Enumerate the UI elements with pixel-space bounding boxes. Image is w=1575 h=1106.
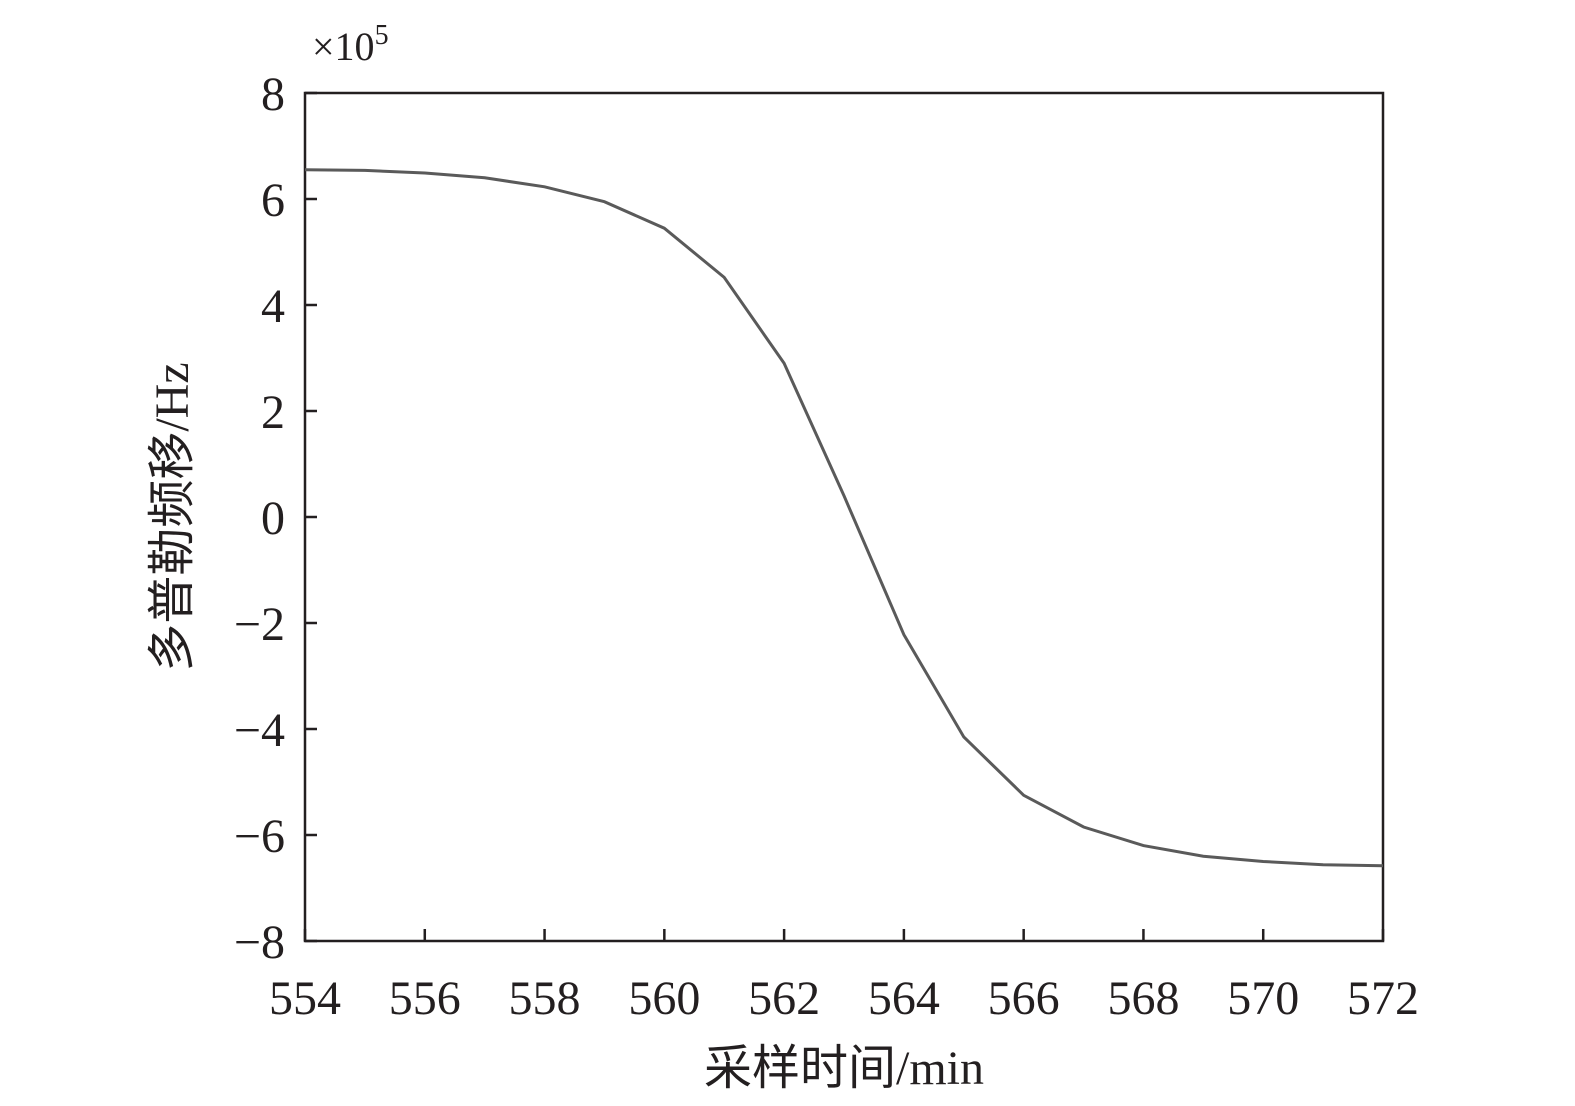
y-axis-multiplier-exponent: 5 bbox=[375, 20, 389, 51]
y-tick-label: 0 bbox=[261, 492, 285, 545]
x-tick-label: 568 bbox=[1107, 972, 1179, 1025]
y-tick-label: 8 bbox=[261, 68, 285, 121]
series-line bbox=[304, 168, 1384, 868]
y-tick-label: −2 bbox=[234, 598, 285, 651]
x-tick-label: 560 bbox=[628, 972, 700, 1025]
y-tick-label: −6 bbox=[234, 810, 285, 863]
plot-frame bbox=[303, 91, 1385, 943]
x-axis-label: 采样时间/min bbox=[704, 1042, 984, 1095]
x-tick-label: 564 bbox=[868, 972, 940, 1025]
x-tick-label: 554 bbox=[269, 972, 341, 1025]
x-tick-label: 556 bbox=[389, 972, 461, 1025]
y-tick-label: 4 bbox=[261, 280, 285, 333]
y-axis-multiplier: ×105 bbox=[312, 20, 389, 69]
y-axis-ticks: −8 −6 −4 −2 0 2 4 6 8 bbox=[234, 68, 317, 969]
y-tick-label: −4 bbox=[234, 704, 285, 757]
y-tick-label: 2 bbox=[261, 386, 285, 439]
x-axis-ticks: 554 556 558 560 562 564 566 568 570 572 bbox=[269, 929, 1419, 1025]
x-tick-label: 566 bbox=[988, 972, 1060, 1025]
x-tick-label: 562 bbox=[748, 972, 820, 1025]
y-axis-label: 多普勒频移/Hz bbox=[146, 362, 199, 671]
x-tick-label: 558 bbox=[509, 972, 581, 1025]
y-tick-label: 6 bbox=[261, 174, 285, 227]
y-tick-label: −8 bbox=[234, 916, 285, 969]
x-tick-label: 572 bbox=[1347, 972, 1419, 1025]
x-tick-label: 570 bbox=[1227, 972, 1299, 1025]
